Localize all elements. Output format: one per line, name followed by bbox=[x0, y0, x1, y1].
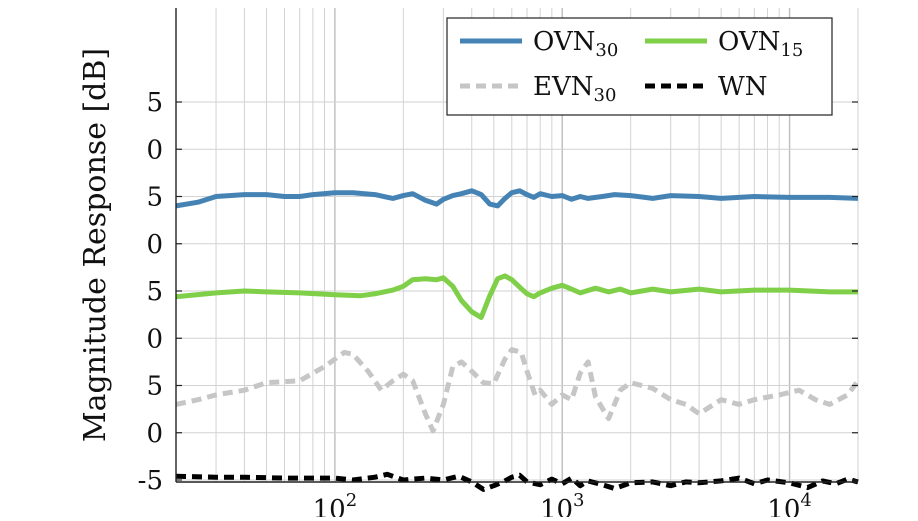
y-tick-label: 0 bbox=[146, 230, 163, 260]
x-tick-label: 102 bbox=[313, 490, 358, 517]
series-line-wn bbox=[175, 471, 859, 492]
y-tick-label: 5 bbox=[146, 88, 163, 118]
series-line-ovn15 bbox=[175, 273, 858, 320]
y-axis-label: Magnitude Response [dB] bbox=[78, 48, 113, 442]
axes bbox=[175, 8, 858, 483]
y-tick-label: -5 bbox=[138, 466, 163, 496]
legend-label: WN bbox=[718, 72, 767, 102]
legend-label: OVN30 bbox=[533, 27, 618, 61]
y-tick-label: 5 bbox=[146, 372, 163, 402]
y-tick-label: 0 bbox=[146, 419, 163, 449]
y-tick-labels: 5 0 5 0 5 0 5 0 -5 bbox=[138, 88, 163, 496]
series-lines bbox=[175, 188, 861, 492]
legend-label: OVN15 bbox=[718, 27, 803, 61]
x-tick-label: 104 bbox=[767, 490, 812, 517]
series-line-evn30 bbox=[175, 347, 861, 434]
x-tick-label: 103 bbox=[540, 490, 585, 517]
legend-label: EVN30 bbox=[533, 72, 616, 106]
y-tick-label: 0 bbox=[146, 135, 163, 165]
y-tick-label: 5 bbox=[146, 277, 163, 307]
legend-box bbox=[446, 17, 833, 116]
x-tick-labels: 102 103 104 bbox=[313, 490, 812, 521]
y-tick-label: 5 bbox=[146, 183, 163, 213]
legend: OVN30 OVN15 EVN30 WN bbox=[446, 17, 833, 116]
series-line-ovn30 bbox=[175, 188, 859, 209]
y-tick-label: 0 bbox=[146, 324, 163, 354]
